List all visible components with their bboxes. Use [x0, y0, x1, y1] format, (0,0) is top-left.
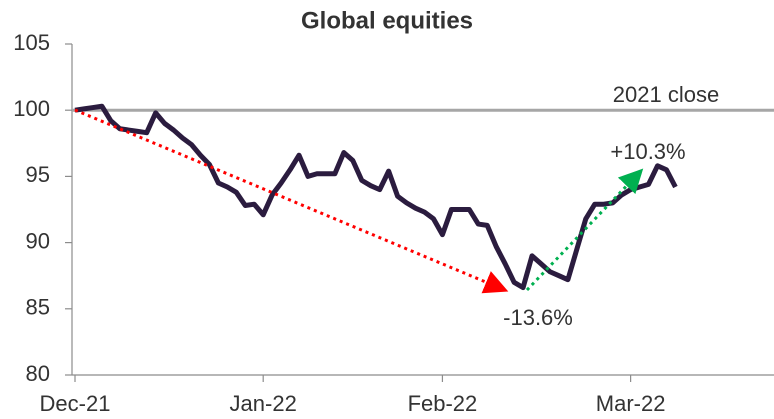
y-tick-label: 95 — [26, 162, 50, 187]
x-tick-label: Dec-21 — [40, 391, 111, 416]
y-tick-label: 80 — [26, 361, 50, 386]
annotation: +10.3% — [610, 139, 685, 164]
x-tick-label: Mar-22 — [596, 391, 666, 416]
y-tick-label: 100 — [13, 96, 50, 121]
annotation: -13.6% — [503, 305, 573, 330]
y-tick-label: 105 — [13, 30, 50, 55]
series-line — [74, 103, 678, 291]
rebound-arrow — [525, 168, 644, 292]
y-tick-label: 85 — [26, 295, 50, 320]
reference-label: 2021 close — [613, 82, 719, 107]
x-tick-label: Feb-22 — [408, 391, 478, 416]
plot-area: 80 85 90 95 100 105 Dec-21 Jan-22 Feb-22 Mar-22 20… — [13, 30, 774, 416]
x-tick-label: Jan-22 — [230, 391, 297, 416]
chart-title: Global equities — [301, 7, 473, 34]
y-tick-label: 90 — [26, 228, 50, 253]
decline-arrow — [74, 108, 509, 294]
